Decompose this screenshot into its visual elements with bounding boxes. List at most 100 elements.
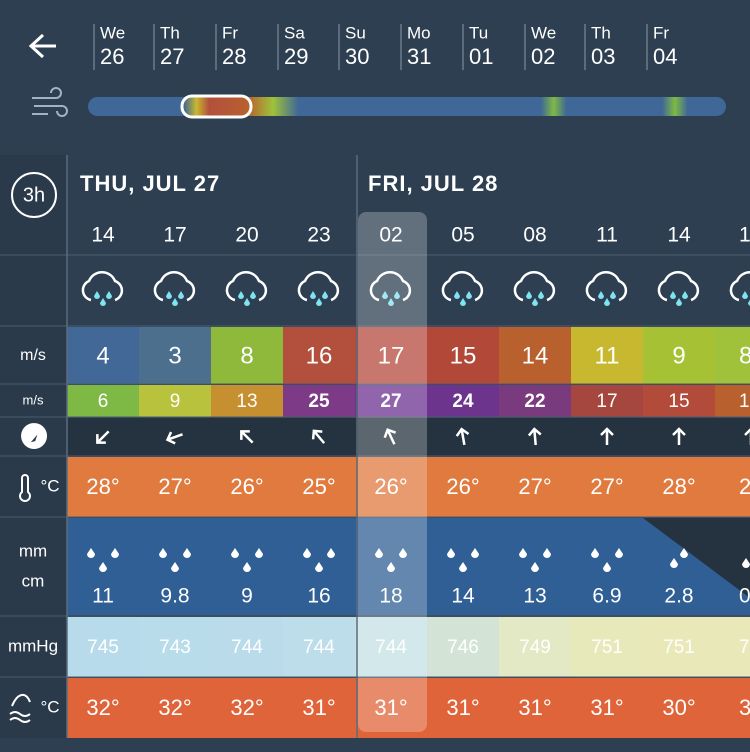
interval-button[interactable]: [11, 172, 57, 218]
day-date[interactable]: 27: [160, 44, 184, 69]
wave-icon: [9, 694, 31, 723]
hour-label: 14: [667, 224, 691, 247]
drop: [183, 548, 191, 558]
wind-cell: [139, 327, 211, 384]
sea-temperature-value: 30°: [662, 695, 695, 720]
day-date[interactable]: 28: [222, 44, 246, 69]
rain-value: 14: [451, 585, 475, 608]
rain-value: 6.9: [592, 585, 621, 608]
wind-icon: [32, 87, 68, 117]
drop: [670, 558, 678, 568]
day-weekday[interactable]: Fr: [222, 23, 238, 42]
cloud: [225, 271, 268, 302]
cloud: [153, 271, 196, 302]
wind-timeline[interactable]: [88, 97, 726, 116]
temperature-value: 26°: [374, 474, 407, 499]
rain-cloud-icon: [153, 271, 196, 306]
sea-temperature-value: 31°: [446, 695, 479, 720]
drop: [604, 298, 610, 306]
day-date[interactable]: 03: [591, 44, 615, 69]
sea-cell: [283, 678, 355, 738]
cloud: [657, 271, 700, 302]
drop: [610, 291, 616, 299]
drop: [166, 291, 172, 299]
selected-column[interactable]: [358, 212, 427, 732]
drop: [682, 291, 688, 299]
temperature-value: 26°: [446, 474, 479, 499]
drop: [460, 298, 466, 306]
temperature-value: 29: [739, 474, 750, 499]
sea-temperature-value: 32°: [86, 695, 119, 720]
day-date[interactable]: 26: [100, 44, 124, 69]
drop: [742, 558, 750, 568]
cloud: [297, 271, 340, 302]
drop: [322, 291, 328, 299]
pressure-cell: [715, 617, 750, 677]
drop: [471, 548, 479, 558]
hour-label: 20: [235, 224, 258, 247]
wind-direction: [240, 430, 254, 444]
drop: [466, 291, 472, 299]
day-date[interactable]: 01: [469, 44, 493, 69]
back-button[interactable]: [28, 33, 56, 59]
gust-value: 17: [596, 391, 617, 412]
day-date[interactable]: 29: [284, 44, 308, 69]
wind-cell: [283, 327, 355, 384]
pressure-cell: [499, 617, 571, 677]
day-weekday[interactable]: Tu: [469, 23, 488, 42]
wind-cell: [643, 327, 715, 384]
pressure-value: 751: [663, 637, 695, 658]
wind-direction: [311, 429, 326, 444]
day-date[interactable]: 02: [531, 44, 555, 69]
pressure-value: 744: [375, 637, 407, 658]
pressure-value: 749: [519, 637, 551, 658]
day-weekday[interactable]: We: [531, 23, 556, 42]
day-weekday[interactable]: We: [100, 23, 125, 42]
day-weekday[interactable]: Mo: [407, 23, 431, 42]
drop: [532, 298, 538, 306]
drop: [238, 291, 244, 299]
day-date[interactable]: 31: [407, 44, 431, 69]
drop: [670, 291, 676, 299]
gust-value: 1: [739, 391, 750, 412]
day-weekday[interactable]: Su: [345, 23, 366, 42]
wind-value: 14: [522, 342, 549, 369]
wind-cell: [211, 327, 283, 384]
temperature-value: 25°: [302, 474, 335, 499]
gust-cell: [571, 385, 643, 417]
drop: [591, 548, 599, 558]
drop: [388, 298, 394, 306]
drop: [244, 298, 250, 306]
day-weekday[interactable]: Fr: [653, 23, 669, 42]
wind-value: 4: [96, 342, 109, 369]
drop: [178, 291, 184, 299]
day-weekday[interactable]: Th: [591, 23, 611, 42]
sea-cell: [571, 678, 643, 738]
wind-cell: [67, 327, 139, 384]
pressure-cell: [571, 617, 643, 677]
sea-cell: [211, 678, 283, 738]
gust-value: 15: [668, 391, 689, 412]
rain-cloud-icon: [369, 271, 412, 306]
wind-value: 17: [378, 342, 405, 369]
drop: [526, 291, 532, 299]
rain-value: 18: [379, 585, 402, 608]
hour-label: 08: [523, 224, 546, 247]
wind-direction: [383, 428, 397, 445]
gust-value: 22: [524, 391, 545, 412]
day-date[interactable]: 30: [345, 44, 369, 69]
day-weekday[interactable]: Th: [160, 23, 180, 42]
drop: [111, 548, 119, 558]
gust-cell: [67, 385, 139, 417]
day-weekday[interactable]: Sa: [284, 23, 305, 42]
interval-label[interactable]: 3h: [23, 184, 45, 206]
drop: [171, 562, 179, 572]
cloud: [729, 271, 750, 302]
timeline-selector[interactable]: [180, 94, 253, 119]
day-date[interactable]: 04: [653, 44, 677, 69]
drop: [387, 562, 395, 572]
gust-value: 24: [452, 391, 474, 412]
unit-label: cm: [22, 571, 45, 590]
unit-label: m/s: [23, 392, 44, 407]
wind-cell: [355, 327, 427, 384]
